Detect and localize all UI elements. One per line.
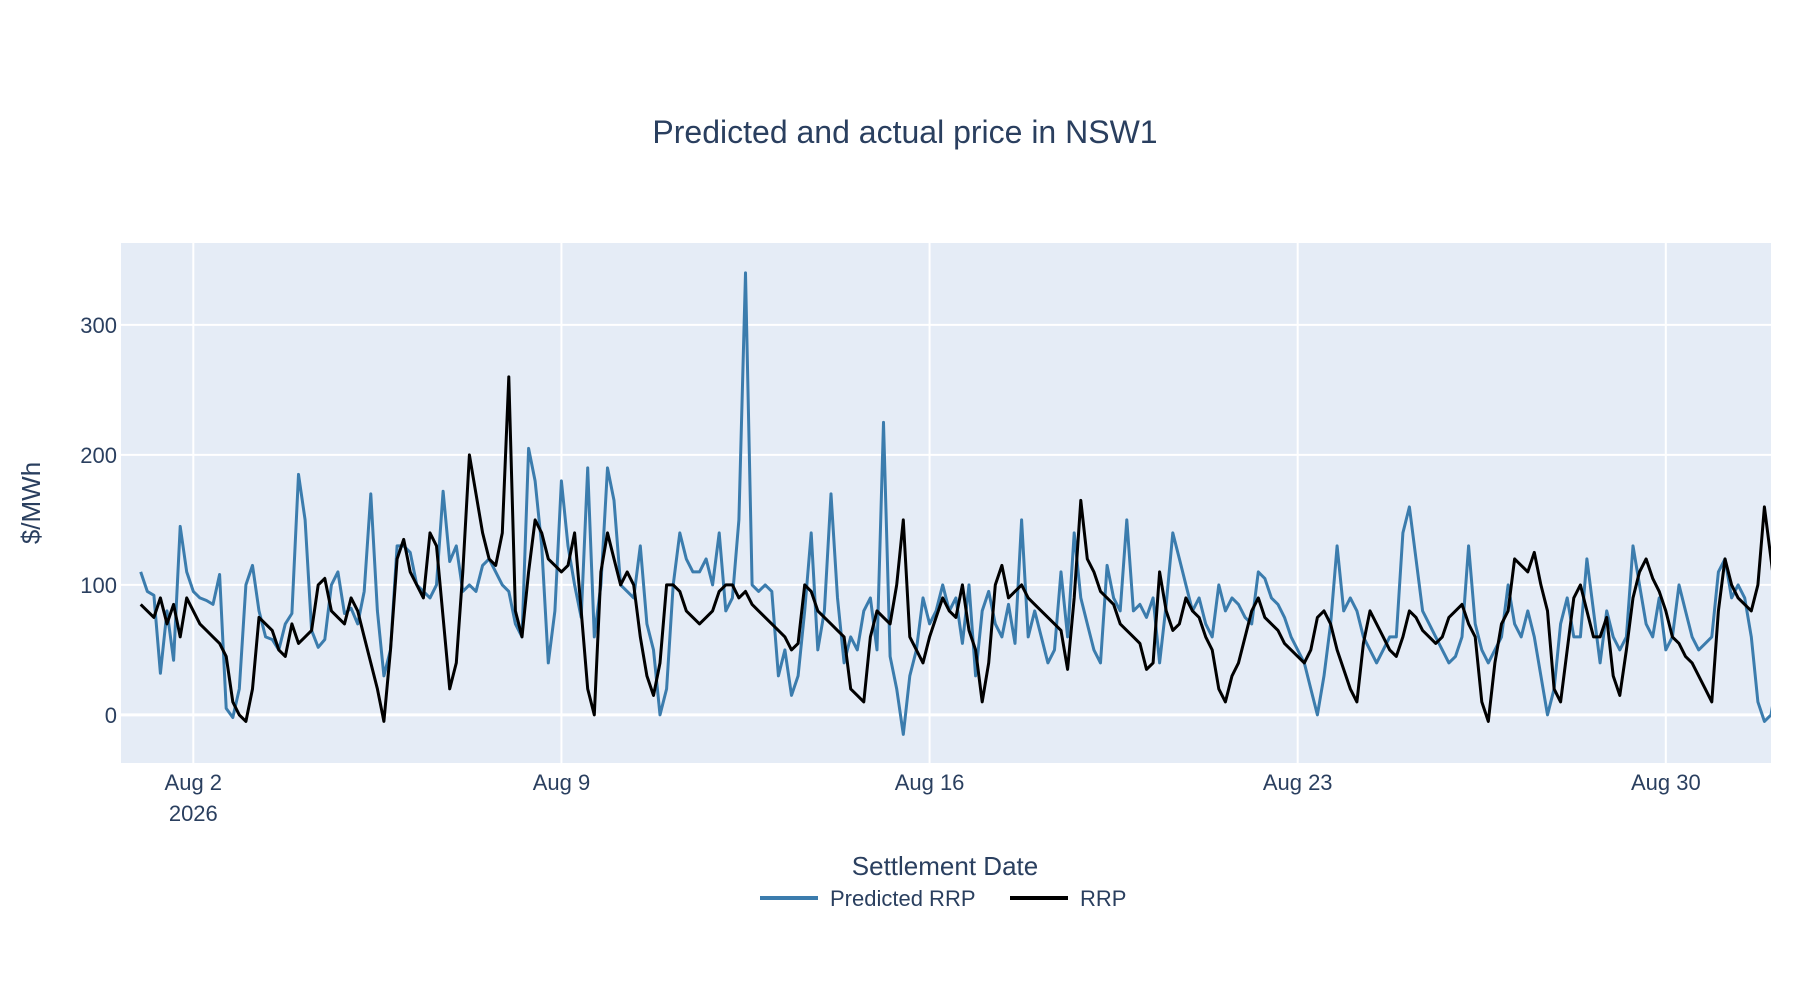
- legend-item-predicted-rrp[interactable]: Predicted RRP: [760, 886, 976, 911]
- chart-title: Predicted and actual price in NSW1: [652, 114, 1157, 150]
- y-axis-label: $/MWh: [16, 462, 46, 544]
- y-tick-label: 0: [105, 703, 117, 728]
- legend[interactable]: Predicted RRP RRP: [760, 886, 1126, 911]
- legend-label-predicted-rrp: Predicted RRP: [830, 886, 976, 911]
- series-layer: [139, 271, 1771, 736]
- y-tick-label: 100: [80, 573, 117, 598]
- y-tick-label: 200: [80, 443, 117, 468]
- x-axis-ticks: Aug 2 2026 Aug 9 Aug 16 Aug 23 Aug 30: [165, 770, 1701, 826]
- x-tick-label: Aug 30: [1631, 770, 1701, 795]
- y-tick-label: 300: [80, 313, 117, 338]
- x-tick-sublabel: 2026: [169, 801, 218, 826]
- x-axis-label: Settlement Date: [852, 851, 1038, 881]
- x-tick-label: Aug 9: [533, 770, 591, 795]
- y-axis-ticks: 0 100 200 300: [80, 313, 117, 728]
- plot-area: [121, 243, 1771, 763]
- x-tick-label: Aug 2: [165, 770, 223, 795]
- legend-item-rrp[interactable]: RRP: [1010, 886, 1126, 911]
- legend-label-rrp: RRP: [1080, 886, 1126, 911]
- x-tick-label: Aug 16: [895, 770, 965, 795]
- series-line-rrp: [139, 375, 1771, 723]
- x-tick-label: Aug 23: [1263, 770, 1333, 795]
- series-line-predicted-rrp: [139, 271, 1771, 736]
